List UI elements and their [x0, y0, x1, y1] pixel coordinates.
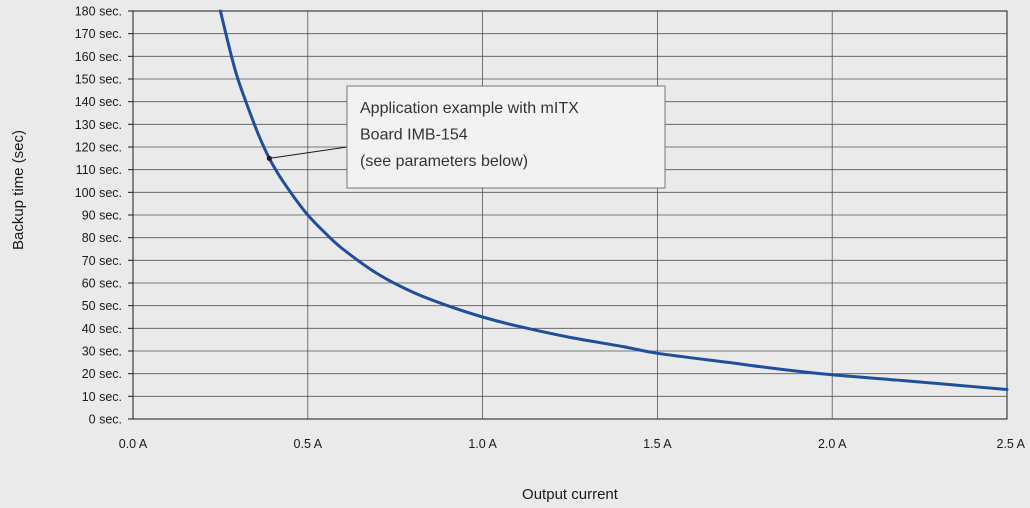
annotation-leader-line — [269, 146, 348, 159]
y-axis-title: Backup time (sec) — [10, 130, 27, 250]
x-tick-label: 0.0 A — [119, 437, 148, 451]
annotation-text-line: (see parameters below) — [360, 153, 528, 170]
y-tick-label: 30 sec. — [82, 345, 122, 359]
y-tick-label: 20 sec. — [82, 367, 122, 381]
y-tick-label: 150 sec. — [75, 73, 122, 87]
y-tick-label: 140 sec. — [75, 95, 122, 109]
annotation-text-line: Application example with mITX — [360, 100, 579, 117]
annotation-box — [346, 85, 666, 189]
series-line — [218, 9, 1009, 391]
y-tick-label: 10 sec. — [82, 390, 122, 404]
y-tick-label: 110 sec. — [76, 163, 122, 177]
annotation: Application example with mITX Board IMB-1… — [266, 85, 666, 189]
y-tick-label: 60 sec. — [82, 277, 122, 291]
y-tick-label: 90 sec. — [82, 209, 122, 223]
y-tick-label: 80 sec. — [82, 231, 122, 245]
y-tick-label: 120 sec. — [75, 141, 122, 155]
y-tick-label: 160 sec. — [75, 50, 122, 64]
y-tick-label: 170 sec. — [75, 27, 122, 41]
x-axis-title: Output current — [522, 486, 619, 503]
y-tick-labels: 0 sec. 10 sec. 20 sec. 30 sec. 40 sec. 50 sec… — [75, 5, 122, 427]
x-tick-label: 2.0 A — [818, 437, 847, 451]
x-tick-label: 0.5 A — [294, 437, 323, 451]
series — [218, 9, 1009, 391]
y-tick-label: 70 sec. — [82, 254, 122, 268]
y-tick-label: 40 sec. — [82, 322, 122, 336]
y-tick-label: 130 sec. — [75, 118, 122, 132]
x-tick-label: 2.5 A — [997, 437, 1026, 451]
y-tick-label: 0 sec. — [89, 413, 122, 427]
x-tick-labels: 0.0 A 0.5 A 1.0 A 1.5 A 2.0 A 2.5 A — [119, 437, 1026, 451]
x-tick-label: 1.0 A — [468, 437, 497, 451]
y-tick-label: 100 sec. — [75, 186, 122, 200]
y-tick-label: 180 sec. — [75, 5, 122, 19]
y-tick-label: 50 sec. — [82, 299, 122, 313]
x-tick-label: 1.5 A — [643, 437, 672, 451]
annotation-point — [266, 155, 272, 161]
annotation-text-line: Board IMB-154 — [360, 127, 468, 144]
